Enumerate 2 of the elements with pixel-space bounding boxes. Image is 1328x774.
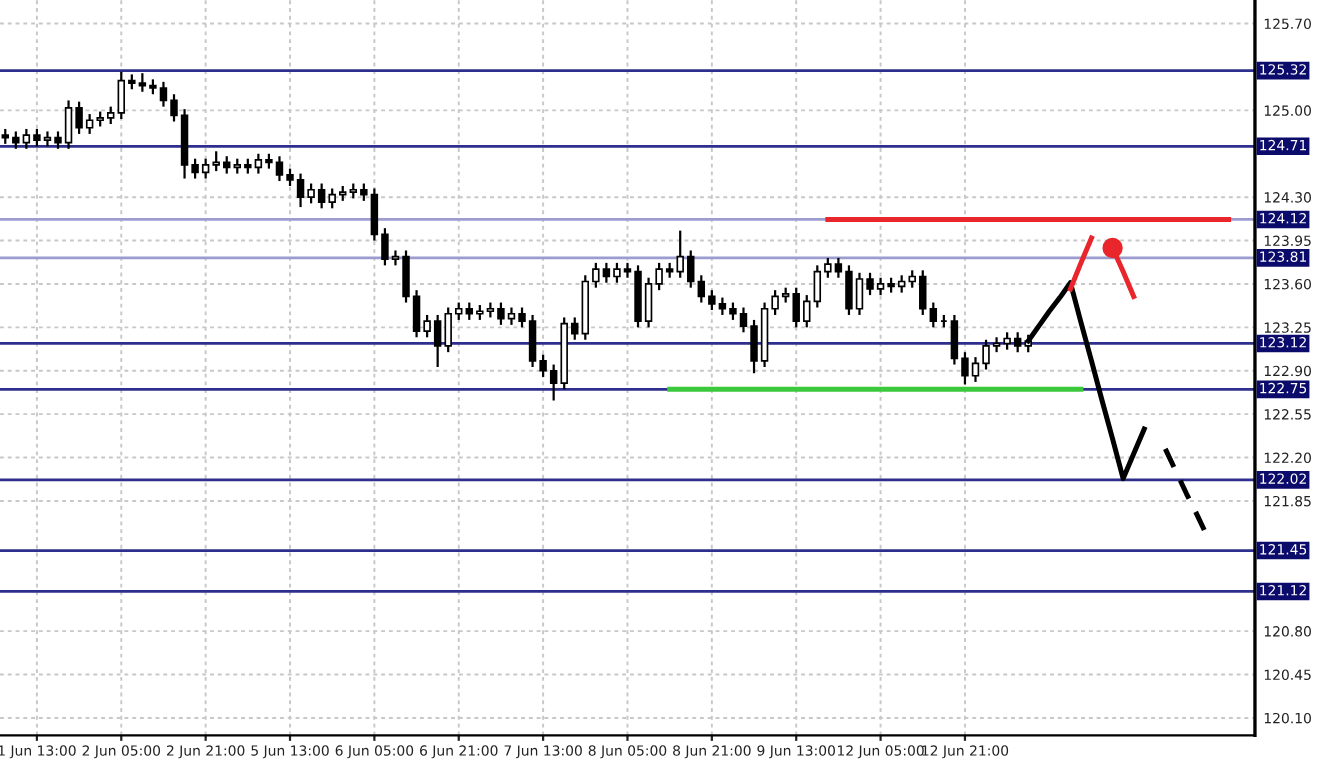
line-series bbox=[1025, 280, 1147, 482]
candlestick bbox=[929, 301, 938, 329]
